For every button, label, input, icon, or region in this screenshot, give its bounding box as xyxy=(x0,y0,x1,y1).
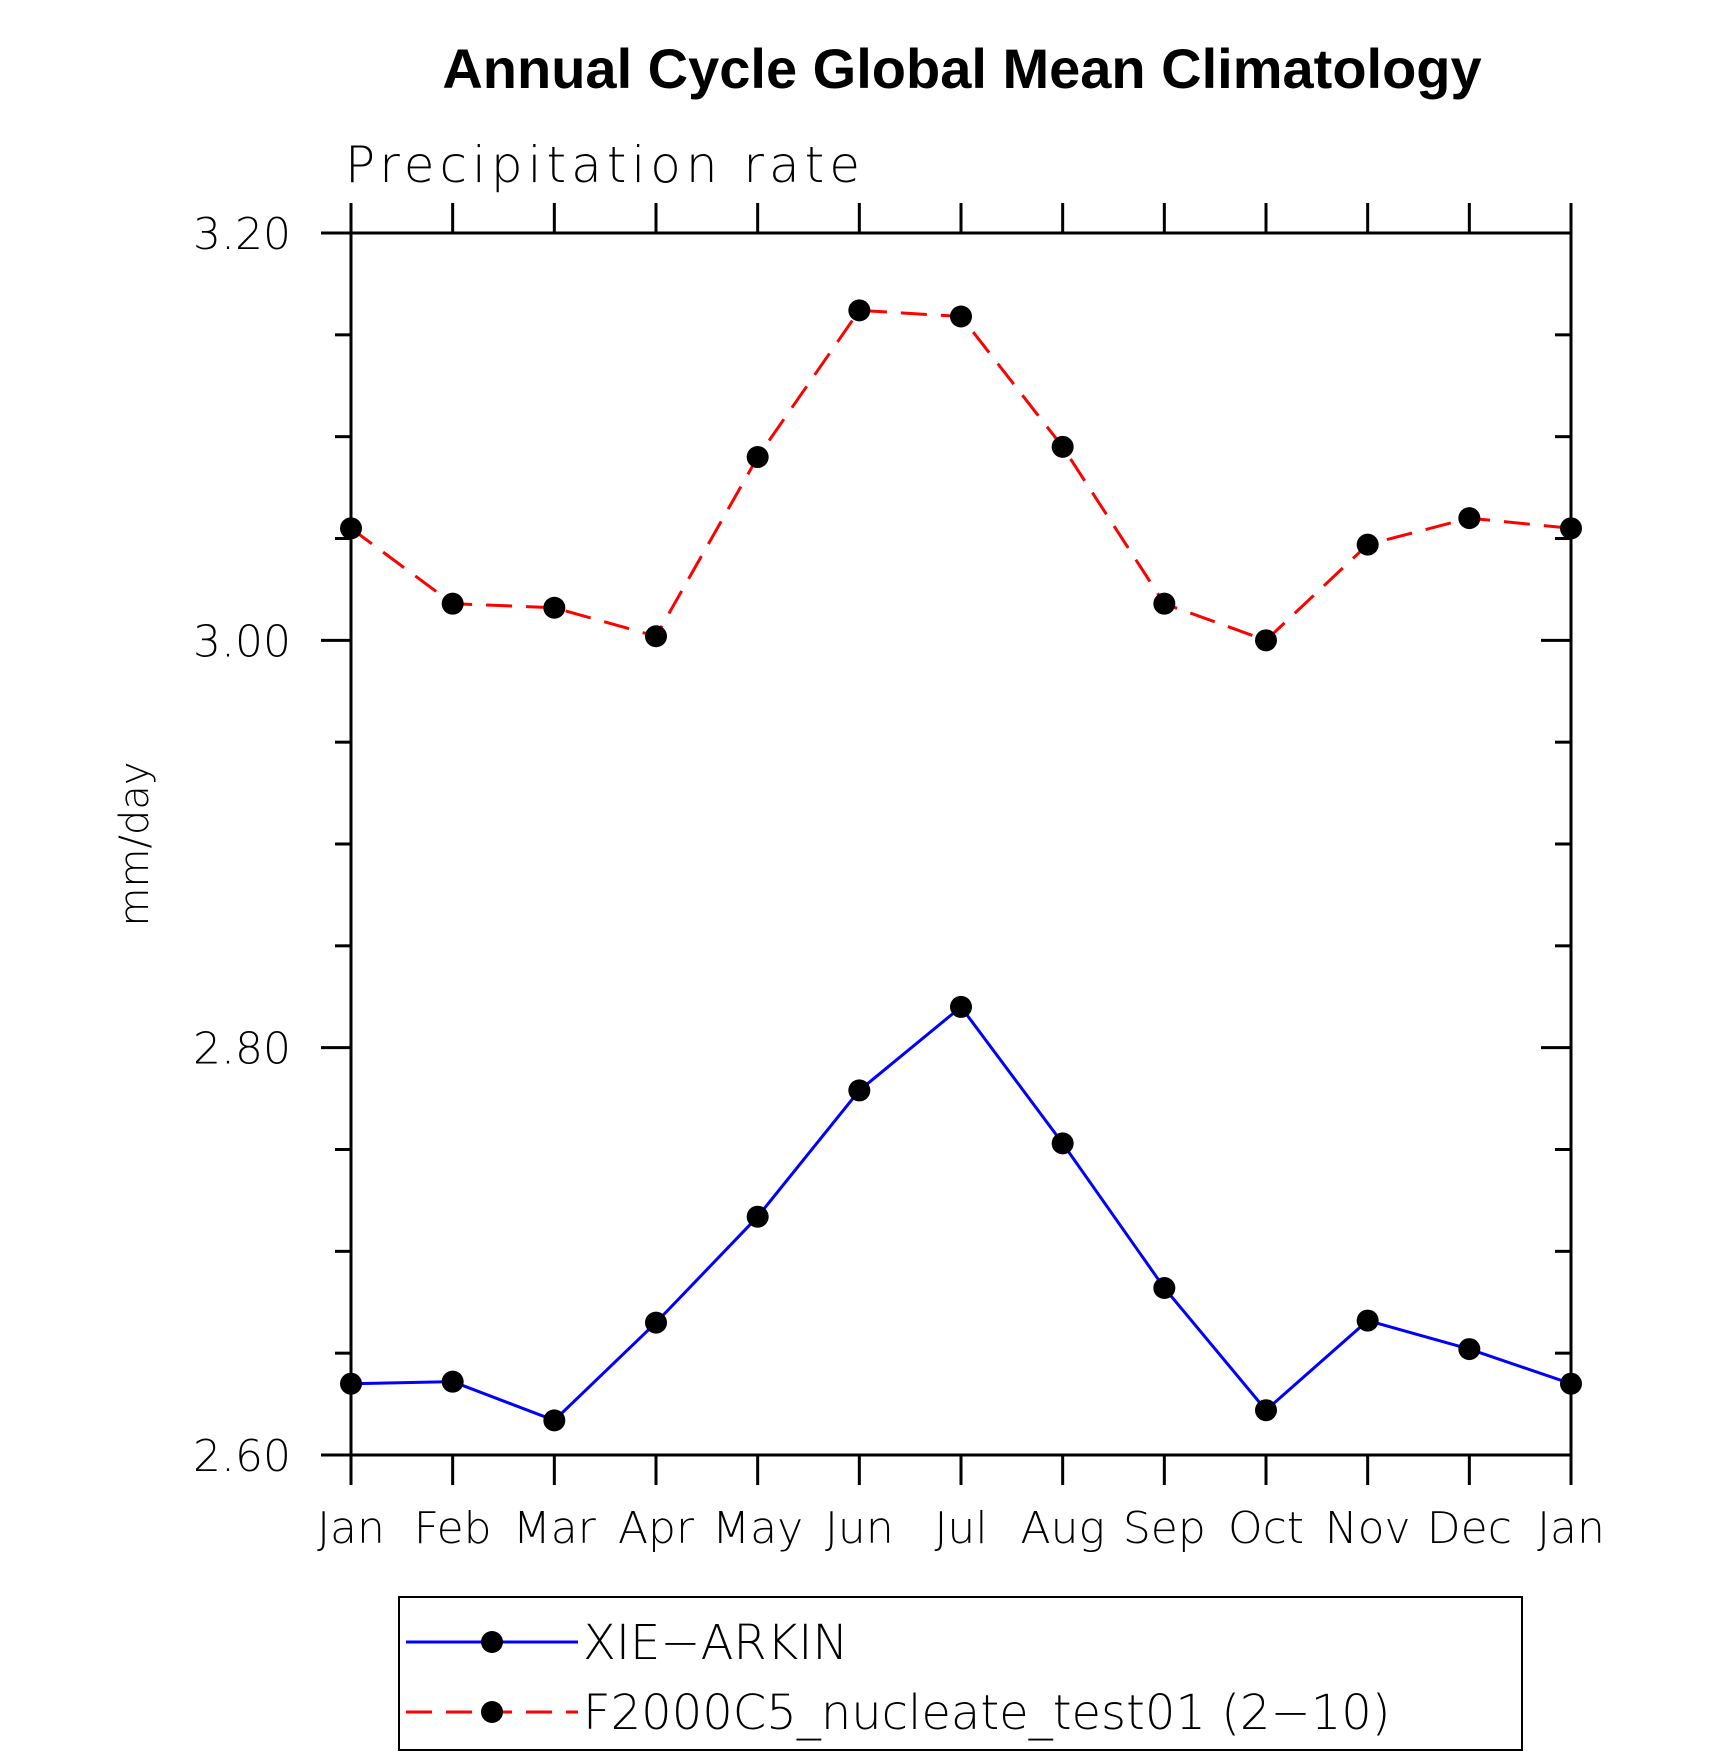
x-tick-label: Feb xyxy=(414,1503,492,1554)
x-tick-label: Aug xyxy=(1020,1503,1104,1554)
legend-marker xyxy=(481,1631,503,1653)
data-point xyxy=(848,1079,871,1102)
plot-series xyxy=(340,299,1582,1432)
x-tick-label: Jan xyxy=(317,1503,385,1554)
x-tick-label: Sep xyxy=(1123,1503,1206,1554)
data-point xyxy=(1356,1309,1379,1332)
data-point xyxy=(1458,1338,1481,1361)
y-tick-label: 3.00 xyxy=(193,616,291,667)
data-point xyxy=(950,305,972,328)
data-point xyxy=(1560,517,1582,540)
data-point xyxy=(543,1409,566,1432)
x-axis: Jan Feb Mar Apr May Jun Jul Aug Sep Oct Nov Dec Jan xyxy=(317,203,1605,1554)
y-tick-label: 3.20 xyxy=(193,209,291,260)
x-tick-label: Dec xyxy=(1427,1503,1512,1554)
data-point xyxy=(1560,1372,1582,1395)
x-tick-label: Jan xyxy=(1537,1503,1605,1554)
data-point xyxy=(1458,507,1481,530)
legend-label: XIE−ARKIN xyxy=(583,1615,848,1671)
data-point xyxy=(1153,592,1176,615)
y-tick-label: 2.60 xyxy=(193,1431,291,1482)
data-point xyxy=(950,995,972,1018)
data-point xyxy=(543,596,566,619)
data-point xyxy=(848,299,871,322)
series-line xyxy=(350,308,1572,643)
data-point xyxy=(746,446,769,469)
series-line xyxy=(350,1004,1572,1423)
x-tick-label: Apr xyxy=(618,1503,695,1554)
data-point xyxy=(1153,1276,1176,1299)
data-point xyxy=(441,1370,464,1393)
data-point xyxy=(340,1372,362,1395)
data-point xyxy=(441,592,464,615)
x-tick-label: Nov xyxy=(1325,1503,1411,1554)
y-tick-label: 2.80 xyxy=(193,1024,291,1075)
data-point xyxy=(746,1205,769,1228)
plot-area-frame xyxy=(349,231,1573,1457)
legend: XIE−ARKIN F2000C5_nucleate_test01 (2−10) xyxy=(398,1596,1523,1751)
data-point xyxy=(645,1311,667,1334)
data-point xyxy=(1356,533,1379,556)
x-tick-label: Jun xyxy=(825,1503,894,1554)
data-point xyxy=(340,517,362,540)
data-point xyxy=(645,625,667,648)
y-axis: 2.60 2.80 3.00 3.20 xyxy=(193,209,1571,1482)
data-point xyxy=(1255,1399,1277,1422)
chart-subtitle: Precipitation rate xyxy=(345,136,865,194)
x-tick-label: May xyxy=(712,1503,803,1554)
y-axis-label: mm/day xyxy=(112,762,158,927)
legend-box xyxy=(398,1596,1523,1751)
x-tick-label: Mar xyxy=(513,1503,597,1554)
x-tick-label: Jul xyxy=(934,1503,987,1554)
x-tick-label: Oct xyxy=(1228,1503,1304,1554)
legend-marker xyxy=(481,1701,503,1723)
legend-label: F2000C5_nucleate_test01 (2−10) xyxy=(583,1685,1391,1741)
data-point xyxy=(1051,435,1074,458)
data-point xyxy=(1051,1132,1074,1155)
chart-title: Annual Cycle Global Mean Climatology xyxy=(442,37,1481,100)
data-point xyxy=(1255,629,1277,652)
